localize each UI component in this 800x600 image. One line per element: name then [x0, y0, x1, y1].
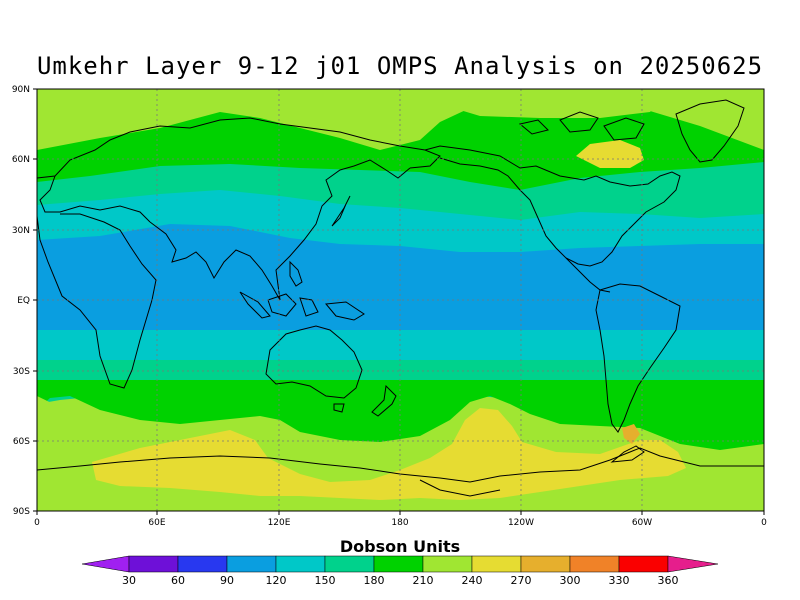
coast-indonesia-3 [299, 297, 319, 317]
band-210-240-south [92, 408, 686, 500]
colorbar-swatch [275, 555, 326, 573]
coast-arabia-india [149, 221, 281, 301]
colorbar-swatch [373, 555, 424, 573]
y-tick-label: 90N [12, 85, 30, 95]
x-tick-label: 180 [391, 518, 408, 528]
coast-indonesia-1 [239, 291, 271, 319]
colorbar-level: 60 [171, 574, 185, 587]
coast-philippines [289, 260, 303, 287]
colorbar-swatch [471, 555, 522, 573]
coast-japan [331, 195, 351, 227]
x-tick-label: 0 [34, 518, 40, 528]
x-tick-label: 120W [508, 518, 534, 528]
x-tick-label: 0 [761, 518, 767, 528]
coast-south-america [595, 283, 681, 433]
coastlines [37, 99, 764, 497]
band-180-210-arctic [440, 92, 660, 118]
colorbar: 30 60 90 120 150 180 210 240 270 300 330… [81, 555, 719, 587]
band-60-90-north [37, 224, 764, 300]
colorbar-high-arrow [667, 555, 719, 573]
colorbar-level: 30 [122, 574, 136, 587]
x-tick-label: 120E [268, 518, 291, 528]
colorbar-swatch [226, 555, 277, 573]
coast-east-asia [275, 159, 411, 301]
coast-newzealand [371, 384, 397, 417]
y-tick-label: 30N [12, 226, 30, 236]
coast-arctic-islands-3 [518, 119, 549, 135]
coast-newguinea [325, 301, 365, 321]
y-tick-label: 90S [13, 507, 30, 517]
colorbar-level: 300 [560, 574, 581, 587]
coast-greenland [675, 99, 745, 163]
colorbar-swatch [520, 555, 571, 573]
coast-central-america [565, 257, 611, 293]
coast-ross-ice [419, 479, 501, 497]
colorbar-swatch [618, 555, 669, 573]
coast-antarctica [37, 447, 764, 483]
coast-antarctic-peninsula [610, 445, 645, 463]
band-210-240-arctic [576, 140, 644, 168]
colorbar-swatch [177, 555, 228, 573]
colorbar-level: 360 [658, 574, 679, 587]
colorbar-level: 240 [462, 574, 483, 587]
y-tick-label: 60N [12, 155, 30, 165]
coast-australia [265, 325, 363, 399]
map-title: Umkehr Layer 9-12 j01 OMPS Analysis on 2… [36, 52, 764, 80]
colorbar-low-arrow [81, 555, 130, 573]
y-tick-label: 60S [13, 437, 30, 447]
colorbar-label: Dobson Units [339, 537, 461, 556]
coast-europe [39, 175, 151, 223]
colorbar-level: 330 [609, 574, 630, 587]
y-tick-labels: 90N 60N 30N EQ 30S 60S 90S [12, 85, 30, 517]
colorbar-level: 150 [315, 574, 336, 587]
colorbar-swatch [422, 555, 473, 573]
colorbar-level: 270 [511, 574, 532, 587]
colorbar-level: 120 [266, 574, 287, 587]
x-tick-label: 60E [148, 518, 165, 528]
colorbar-swatch [324, 555, 375, 573]
y-tick-label: 30S [13, 367, 30, 377]
band-240-270-spot [622, 424, 640, 444]
coast-indonesia-2 [267, 293, 297, 317]
coast-arctic-islands-2 [603, 117, 645, 141]
band-150-180-south [37, 380, 764, 450]
y-tick-label: EQ [17, 296, 30, 306]
coast-arctic-islands-1 [559, 111, 599, 133]
grid-lines [37, 89, 764, 511]
tick-marks [33, 88, 765, 515]
colorbar-level: 210 [413, 574, 434, 587]
contour-fields [37, 89, 764, 511]
colorbar-level: 90 [220, 574, 234, 587]
coast-africa [37, 213, 157, 389]
colorbar-swatch [569, 555, 620, 573]
colorbar-level: 180 [364, 574, 385, 587]
x-tick-labels: 0 60E 120E 180 120W 60W 0 [34, 518, 767, 528]
coast-tasmania [333, 403, 345, 413]
x-tick-label: 60W [632, 518, 652, 528]
colorbar-swatch [128, 555, 179, 573]
coast-north-america [424, 145, 681, 267]
